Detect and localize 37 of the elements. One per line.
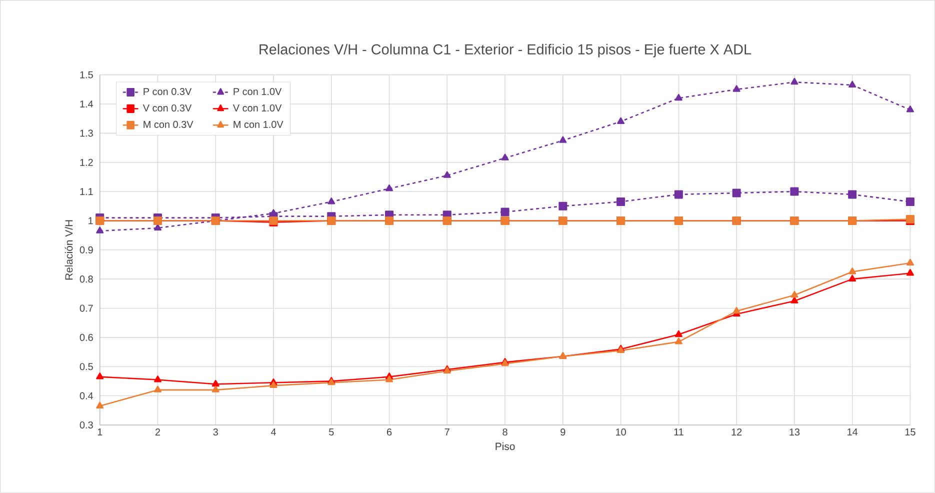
x-tick-label: 13 (790, 428, 800, 436)
x-tick-label: 14 (848, 428, 858, 436)
y-tick-label: 0.6 (80, 334, 93, 342)
y-tick-label: 1.3 (80, 130, 93, 137)
y-tick-label: 1.2 (80, 158, 93, 166)
y-tick-label: 0.4 (80, 392, 94, 400)
x-tick-label: 10 (616, 428, 626, 436)
legend-label: V con 1.0V (232, 104, 282, 112)
x-tick-label: 6 (386, 428, 392, 436)
y-tick-label: 1 (88, 217, 93, 224)
x-tick-label: 15 (905, 428, 916, 436)
y-axis-title: Relación V/H (64, 220, 73, 280)
chart-title: Relaciones V/H - Columna C1 - Exterior - Edificio 15 pisos - Eje fuerte X ADL (260, 44, 752, 58)
y-tick-label: 0.8 (80, 276, 93, 283)
legend-label: P con 0.3V (144, 88, 192, 96)
legend-label: P con 1.0V (234, 88, 282, 96)
x-tick-label: 12 (732, 428, 742, 436)
x-tick-label: 11 (674, 428, 684, 436)
x-tick-label: 9 (560, 428, 566, 436)
x-tick-label: 8 (502, 428, 508, 436)
y-tick-label: 1.1 (80, 188, 93, 196)
y-tick-label: 1.5 (80, 71, 93, 78)
x-axis-title: Piso (496, 442, 515, 450)
legend-label: M con 1.0V (234, 121, 284, 128)
y-tick-label: 0.7 (80, 304, 93, 312)
x-tick-label: 1 (98, 428, 102, 436)
x-tick-label: 4 (270, 428, 276, 436)
y-tick-label: 0.9 (80, 246, 93, 254)
y-tick-label: 1.4 (80, 100, 94, 108)
x-tick-label: 3 (213, 428, 218, 436)
x-tick-label: 2 (155, 428, 160, 436)
x-tick-label: 5 (329, 428, 334, 436)
y-tick-label: 0.5 (80, 363, 93, 370)
x-tick-label: 7 (444, 428, 450, 436)
legend-label: M con 0.3V (144, 121, 194, 128)
legend-label: V con 0.3V (142, 104, 192, 112)
y-tick-label: 0.3 (80, 422, 93, 429)
